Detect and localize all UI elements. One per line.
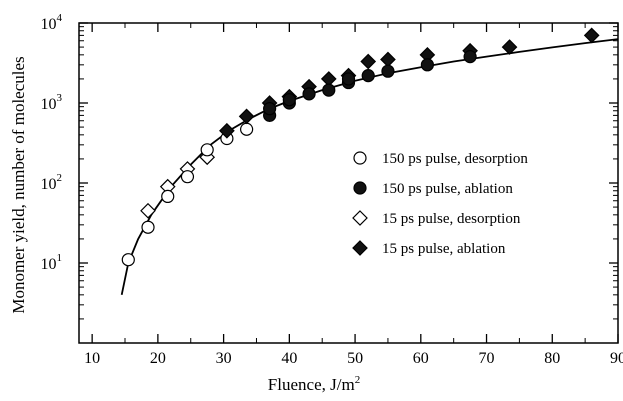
legend: 150 ps pulse, desorption 150 ps pulse, ab… xyxy=(352,151,528,257)
x-tick-label: 60 xyxy=(413,350,429,367)
x-axis-label: Fluence, J/m2 xyxy=(268,374,360,394)
y-tick-label: 103 xyxy=(41,92,63,113)
y-axis-label: Monomer yield, number of molecules xyxy=(9,56,28,313)
data-point xyxy=(302,87,316,101)
data-point xyxy=(420,58,434,72)
x-tick-label: 90 xyxy=(610,350,623,367)
data-point xyxy=(361,69,375,83)
data-point xyxy=(381,64,395,78)
series-diamond-open xyxy=(140,149,216,219)
data-point xyxy=(380,51,396,68)
data-point xyxy=(199,149,216,166)
data-point xyxy=(463,50,477,64)
series-diamond-filled xyxy=(219,27,600,139)
data-point xyxy=(240,122,254,136)
data-markers xyxy=(121,27,600,267)
x-axis-label-superscript: 2 xyxy=(355,374,361,386)
data-point xyxy=(219,122,235,139)
y-tick-label: 102 xyxy=(41,172,63,193)
data-point xyxy=(238,108,255,125)
y-tick-label: 101 xyxy=(41,252,63,273)
x-axis-label-text: Fluence, J/m xyxy=(268,375,355,394)
legend-marker xyxy=(352,240,368,256)
data-point xyxy=(341,72,356,86)
legend-label: 15 ps pulse, desorption xyxy=(382,211,521,227)
x-tick-label: 20 xyxy=(150,350,166,367)
data-point xyxy=(121,253,135,267)
legend-marker xyxy=(353,181,367,195)
data-point xyxy=(161,189,175,203)
x-tick-label: 30 xyxy=(216,350,232,367)
data-point xyxy=(140,202,156,219)
x-tick-label: 50 xyxy=(347,350,363,367)
data-point xyxy=(180,170,195,184)
legend-label: 15 ps pulse, ablation xyxy=(382,241,506,257)
data-point xyxy=(200,143,214,157)
series-circle-filled xyxy=(263,50,477,122)
data-point xyxy=(583,27,600,44)
legend-marker xyxy=(353,151,367,165)
data-point xyxy=(282,93,296,107)
axis-ticks: 10 20 30 40 50 60 70 80 90 101 102 103 104 xyxy=(41,12,623,367)
x-tick-label: 80 xyxy=(544,350,560,367)
x-tick-label: 40 xyxy=(281,350,297,367)
x-tick-label: 10 xyxy=(84,350,100,367)
series-circle-open xyxy=(121,122,254,267)
y-tick-label: 104 xyxy=(41,12,63,33)
legend-marker xyxy=(352,210,368,226)
data-point xyxy=(360,53,377,70)
data-point xyxy=(141,220,155,234)
data-point xyxy=(501,39,518,55)
x-tick-label: 70 xyxy=(479,350,495,367)
data-point xyxy=(263,102,277,116)
data-point xyxy=(322,83,336,97)
legend-label: 150 ps pulse, desorption xyxy=(382,151,528,167)
legend-label: 150 ps pulse, ablation xyxy=(382,181,513,197)
